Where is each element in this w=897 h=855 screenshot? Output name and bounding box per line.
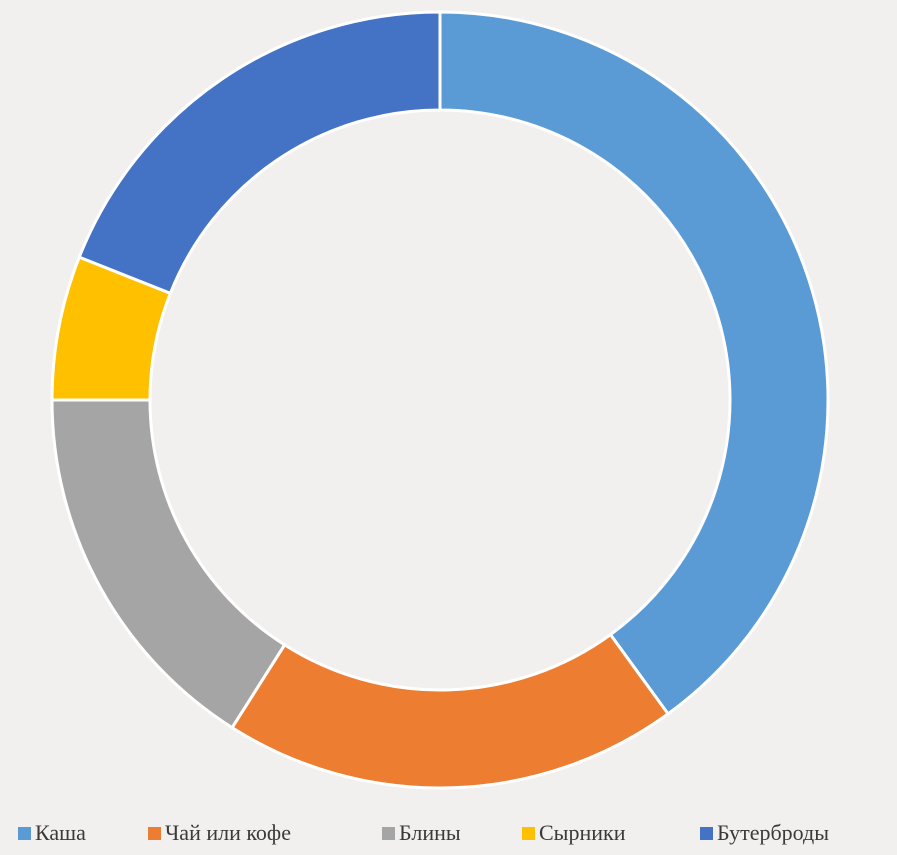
- slice: [77, 10, 442, 296]
- slice: [438, 10, 830, 716]
- legend-label: Сырники: [539, 820, 626, 845]
- legend-swatch: [700, 827, 713, 840]
- legend-swatch: [18, 827, 31, 840]
- legend-swatch: [522, 827, 535, 840]
- legend-swatch: [148, 827, 161, 840]
- legend-label: Чай или кофе: [165, 820, 291, 845]
- legend-swatch: [382, 827, 395, 840]
- legend-label: Бутерброды: [717, 820, 829, 845]
- legend-label: Каша: [35, 820, 86, 845]
- legend-label: Блины: [399, 820, 461, 845]
